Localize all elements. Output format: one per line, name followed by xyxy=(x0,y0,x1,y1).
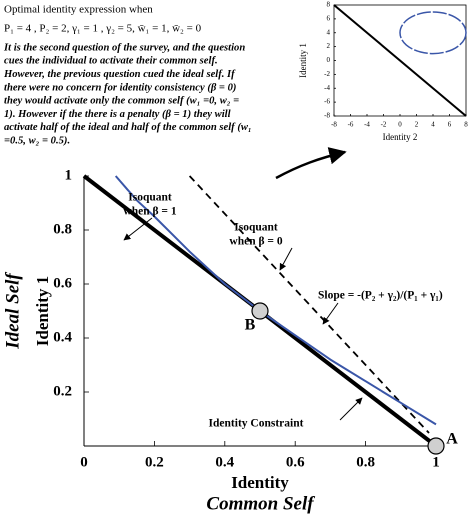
point-label: A xyxy=(446,431,458,448)
point xyxy=(427,437,445,455)
annotation-arrow xyxy=(123,217,153,241)
block-line: activate half of the ideal and half of t… xyxy=(4,122,252,133)
annotation-arrow xyxy=(279,247,293,271)
y-axis-label: Identity 1 xyxy=(33,276,52,346)
x-tick-label: -2 xyxy=(381,121,387,129)
x-tick-label: 8 xyxy=(464,121,468,129)
point-label: B xyxy=(245,317,256,334)
x-tick-label: 0.2 xyxy=(145,454,164,470)
y-tick-label: 1 xyxy=(65,167,73,183)
x-axis-label: Identity xyxy=(231,473,289,492)
series-line xyxy=(333,4,467,117)
y-tick-label: 0.8 xyxy=(53,221,72,237)
annotation: Slope = -(P₂ + γ₂)/(P₁ + γ₁) xyxy=(318,290,443,302)
x-tick-label: 0 xyxy=(398,121,402,129)
annotation-arrow xyxy=(339,397,363,421)
x-tick-label: 0.8 xyxy=(356,454,375,470)
x-tick-label: 0.6 xyxy=(286,454,305,470)
block-line: It is the second question of the survey,… xyxy=(3,42,245,53)
block-line: there were no concern for identity consi… xyxy=(4,82,236,93)
block-line: they would activate only the common self… xyxy=(4,96,239,107)
block-line: 1). However if the there is a penalty (β… xyxy=(4,109,231,120)
block-line: However, the previous question cued the … xyxy=(3,69,236,80)
x-tick-label: -6 xyxy=(348,121,354,129)
block-line: cues the individual to activate their co… xyxy=(4,56,218,67)
point xyxy=(251,302,269,320)
ellipse xyxy=(399,11,467,55)
y-tick-label: 0.6 xyxy=(53,275,72,291)
x-axis-label: Identity 2 xyxy=(383,132,418,142)
block-body: It is the second question of the survey,… xyxy=(3,42,252,146)
x-tick-label: 0.4 xyxy=(215,454,234,470)
annotation: Identity Constraint xyxy=(209,418,304,430)
y-axis-label: Identity 1 xyxy=(298,43,308,78)
x-tick-label: 2 xyxy=(415,121,419,129)
y-tick-label: 0.2 xyxy=(53,383,72,399)
y-tick-label: -4 xyxy=(324,84,330,92)
y-tick-label: 4 xyxy=(327,28,331,36)
x-axis-outer-label: Common Self xyxy=(206,493,315,514)
y-tick-label: -2 xyxy=(324,70,330,78)
y-tick-label: -6 xyxy=(324,98,330,106)
annotation: Isoquant xyxy=(128,192,172,204)
x-tick-label: 6 xyxy=(448,121,452,129)
x-tick-label: 4 xyxy=(431,121,435,129)
block-title: Optimal identity expression when xyxy=(4,4,153,16)
x-tick-label: 1 xyxy=(432,454,440,470)
x-tick-label: 0 xyxy=(80,454,88,470)
block-params: P₁ = 4 , P₂ = 2, γ₁ = 1 , γ₂ = 5, w̄₁ = … xyxy=(4,23,202,35)
y-tick-label: 6 xyxy=(327,14,331,22)
block-line: =0.5, w₂ = 0.5). xyxy=(4,136,70,147)
x-tick-label: -4 xyxy=(364,121,370,129)
annotation: Isoquant xyxy=(234,222,278,234)
annotation: when β = 1 xyxy=(123,206,176,218)
y-tick-label: 8 xyxy=(327,1,331,9)
callout-arrow xyxy=(275,147,347,180)
y-tick-label: 0 xyxy=(327,56,331,64)
y-tick-label: 0.4 xyxy=(53,329,72,345)
annotation-arrow xyxy=(322,302,339,325)
y-tick-label: 2 xyxy=(327,42,331,50)
y-tick-label: -8 xyxy=(324,112,330,120)
annotation: when β = 0 xyxy=(229,236,282,248)
x-tick-label: -8 xyxy=(331,121,337,129)
y-axis-outer-label: Ideal Self xyxy=(2,272,23,350)
series-line xyxy=(188,175,430,434)
